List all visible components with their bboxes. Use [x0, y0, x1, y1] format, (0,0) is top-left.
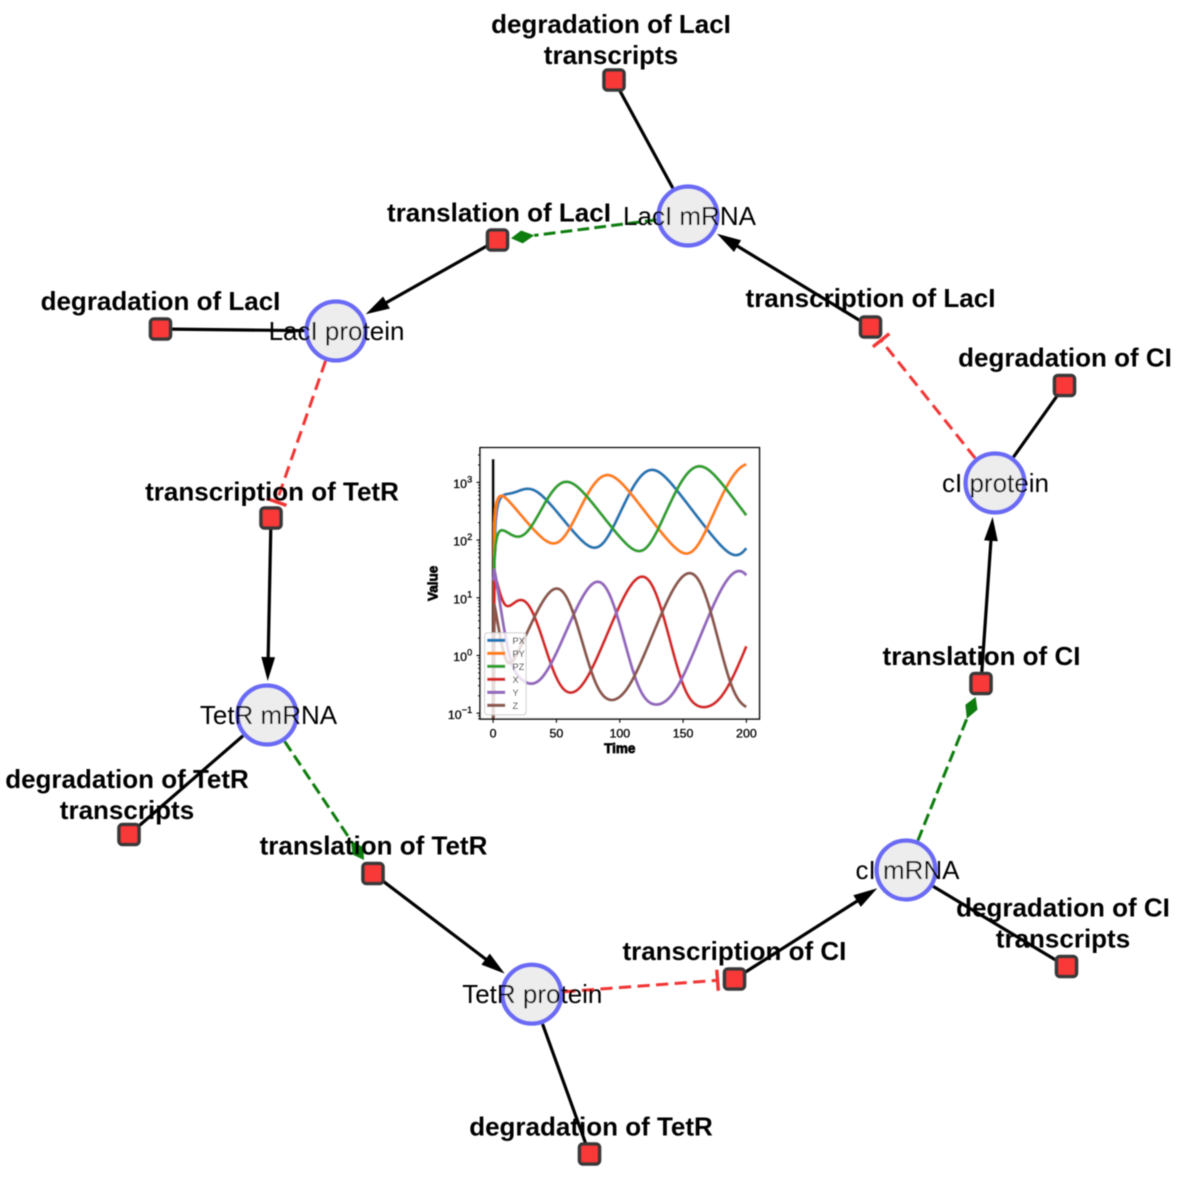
svg-text:Z: Z — [513, 701, 519, 711]
svg-text:transcripts: transcripts — [60, 795, 194, 825]
svg-text:0: 0 — [490, 726, 497, 740]
svg-text:transcripts: transcripts — [544, 40, 678, 70]
svg-text:PZ: PZ — [513, 662, 525, 672]
svg-text:PY: PY — [513, 649, 525, 659]
svg-text:150: 150 — [673, 726, 694, 740]
svg-text:200: 200 — [736, 726, 757, 740]
svg-text:X: X — [513, 675, 519, 685]
svg-text:TetR mRNA: TetR mRNA — [200, 700, 338, 730]
svg-text:degradation of LacI: degradation of LacI — [491, 9, 731, 39]
svg-text:Value: Value — [426, 565, 441, 601]
svg-text:TetR protein: TetR protein — [462, 979, 602, 1009]
svg-text:degradation of CI: degradation of CI — [956, 893, 1170, 923]
svg-text:50: 50 — [550, 726, 564, 740]
svg-text:PX: PX — [513, 636, 525, 646]
svg-text:translation of TetR: translation of TetR — [260, 831, 488, 861]
svg-text:transcripts: transcripts — [996, 924, 1130, 954]
svg-text:degradation of CI: degradation of CI — [958, 343, 1172, 373]
svg-text:degradation of TetR: degradation of TetR — [469, 1112, 713, 1142]
svg-text:transcription of TetR: transcription of TetR — [145, 477, 399, 507]
svg-text:degradation of TetR: degradation of TetR — [5, 764, 249, 794]
svg-text:transcription of LacI: transcription of LacI — [746, 283, 996, 313]
svg-text:degradation of LacI: degradation of LacI — [41, 286, 281, 316]
svg-text:LacI protein: LacI protein — [269, 316, 405, 346]
svg-text:100: 100 — [609, 726, 630, 740]
svg-text:translation of CI: translation of CI — [883, 641, 1081, 671]
svg-text:LacI mRNA: LacI mRNA — [623, 201, 757, 231]
svg-text:translation of LacI: translation of LacI — [387, 198, 611, 228]
svg-text:Time: Time — [604, 741, 636, 756]
svg-text:Y: Y — [513, 688, 519, 698]
svg-text:cI mRNA: cI mRNA — [856, 855, 961, 885]
svg-text:cI protein: cI protein — [942, 468, 1049, 498]
svg-text:transcription of CI: transcription of CI — [622, 936, 846, 966]
